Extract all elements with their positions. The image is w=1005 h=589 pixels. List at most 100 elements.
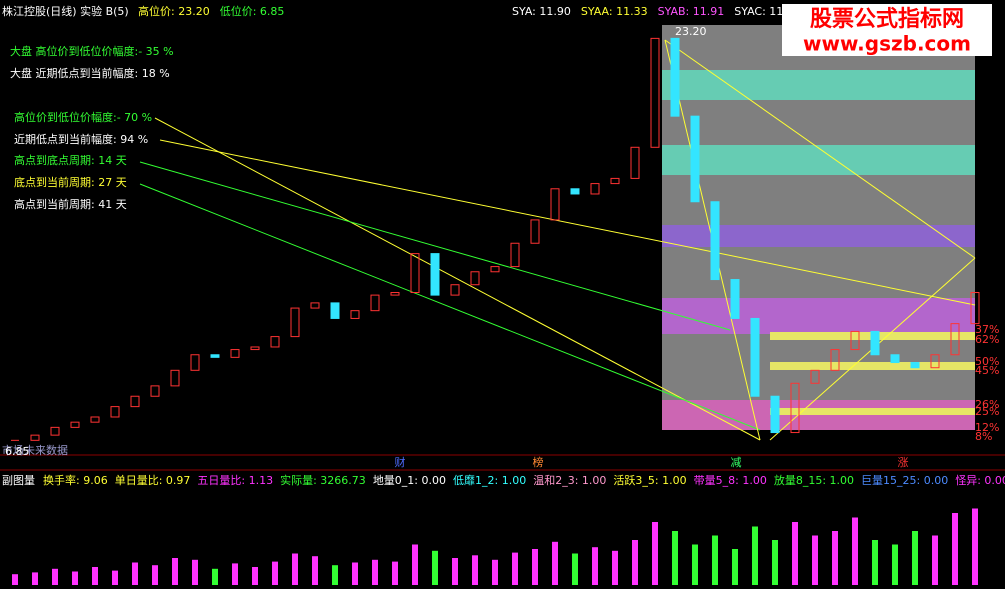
volume-bar (212, 568, 218, 585)
volume-bar (172, 558, 178, 585)
volume-bar (712, 535, 718, 585)
fib-label: 12% (975, 421, 999, 434)
header-item: SYAC: 11.0 (734, 5, 794, 18)
fib-label: 26% (975, 398, 999, 411)
candle (190, 354, 200, 371)
volume-bar (12, 574, 18, 585)
note: 高点到底点周期: 14 天 (14, 153, 127, 167)
candle (570, 188, 580, 195)
indicator-item: 巨量15_25: 0.00 (861, 474, 948, 487)
volume-bar (812, 535, 818, 585)
candle (50, 426, 60, 436)
bands (662, 70, 975, 430)
header-item: 高位价: 23.20 (138, 4, 210, 18)
candle (90, 416, 100, 423)
volume-bar (352, 562, 358, 585)
event-marker: 榜 (533, 455, 544, 469)
volume-bar (732, 549, 738, 585)
candle (830, 349, 840, 371)
volume-bar (532, 549, 538, 585)
volume-bar (912, 531, 918, 585)
volume-bar (972, 508, 978, 585)
volume-bar (32, 572, 38, 585)
low-label: 6.85 (5, 445, 30, 458)
volume-bar (932, 535, 938, 585)
candle (130, 395, 140, 408)
indicator-item: 单日量比: 0.97 (115, 474, 191, 487)
fib-label: 8% (975, 430, 992, 443)
candle (770, 395, 780, 434)
indicator-item: 换手率: 9.06 (43, 473, 108, 487)
volume-bar (412, 544, 418, 585)
volume-bar (652, 522, 658, 585)
volume-bar (672, 531, 678, 585)
candle (250, 346, 260, 351)
candle (150, 385, 160, 397)
note: 大盘 高位价到低位价幅度:- 35 % (10, 44, 174, 58)
volume-bar (832, 531, 838, 585)
indicator-item: 五日量比: 1.13 (197, 474, 273, 487)
candle (550, 188, 560, 221)
candle (330, 302, 340, 319)
stock-title: 株江控股(日线) 实验 B(5) (2, 4, 129, 18)
candle (230, 349, 240, 358)
volume-bar (552, 541, 558, 585)
candle (170, 369, 180, 387)
candle (370, 294, 380, 312)
volume-bar (952, 513, 958, 585)
candle (390, 292, 400, 296)
candle (290, 307, 300, 338)
volume-bar (232, 563, 238, 585)
volume-bar (692, 544, 698, 585)
volume-bar (152, 565, 158, 585)
candle (910, 362, 920, 369)
volume-bar (252, 567, 258, 585)
volume-bar (332, 565, 338, 585)
event-marker: 减 (731, 456, 742, 469)
volume-bar (792, 522, 798, 585)
volume-bar (612, 550, 618, 585)
candle (310, 302, 320, 309)
note: 底点到当前周期: 27 天 (14, 175, 127, 189)
indicator-item: 低靡1_2: 1.00 (453, 473, 526, 487)
candle (470, 271, 480, 286)
indicator-item: 带量5_8: 1.00 (694, 474, 767, 487)
candle (730, 279, 740, 319)
volume-bar (852, 517, 858, 585)
volume-bar (572, 553, 578, 585)
candle (890, 354, 900, 364)
candle (950, 323, 960, 356)
fib-label: 37% (975, 323, 999, 336)
volume-bar (72, 571, 78, 585)
volume-bar (192, 559, 198, 585)
watermark-url: www.gszb.com (803, 32, 971, 56)
candle (670, 37, 680, 117)
candle (610, 177, 620, 185)
volume-bar (372, 559, 378, 585)
event-marker: 财 (395, 455, 406, 469)
fib-label: 62% (975, 333, 999, 346)
header-item: SYAA: 11.33 (581, 5, 648, 18)
volume-bar (92, 567, 98, 585)
volume-bar (292, 553, 298, 585)
volume-bar (52, 568, 58, 585)
fib-label: 50% (975, 355, 999, 368)
indicator-item: 放量8_15: 1.00 (774, 473, 854, 487)
fib-label: 25% (975, 405, 999, 418)
watermark: 股票公式指标网 www.gszb.com (782, 4, 992, 56)
volume-bar (752, 526, 758, 585)
volume-bar (592, 547, 598, 585)
candle (350, 310, 360, 319)
candle (430, 253, 440, 296)
volume-bar (452, 558, 458, 585)
volume-bar (472, 555, 478, 585)
candle (690, 115, 700, 203)
volume-bar (492, 559, 498, 585)
volume-bar (512, 552, 518, 585)
volume-bar (892, 544, 898, 585)
footer: 市场未来数据 (2, 443, 68, 457)
candle (930, 354, 940, 369)
note: 近期低点到当前幅度: 94 % (14, 132, 148, 146)
candle (490, 266, 500, 273)
